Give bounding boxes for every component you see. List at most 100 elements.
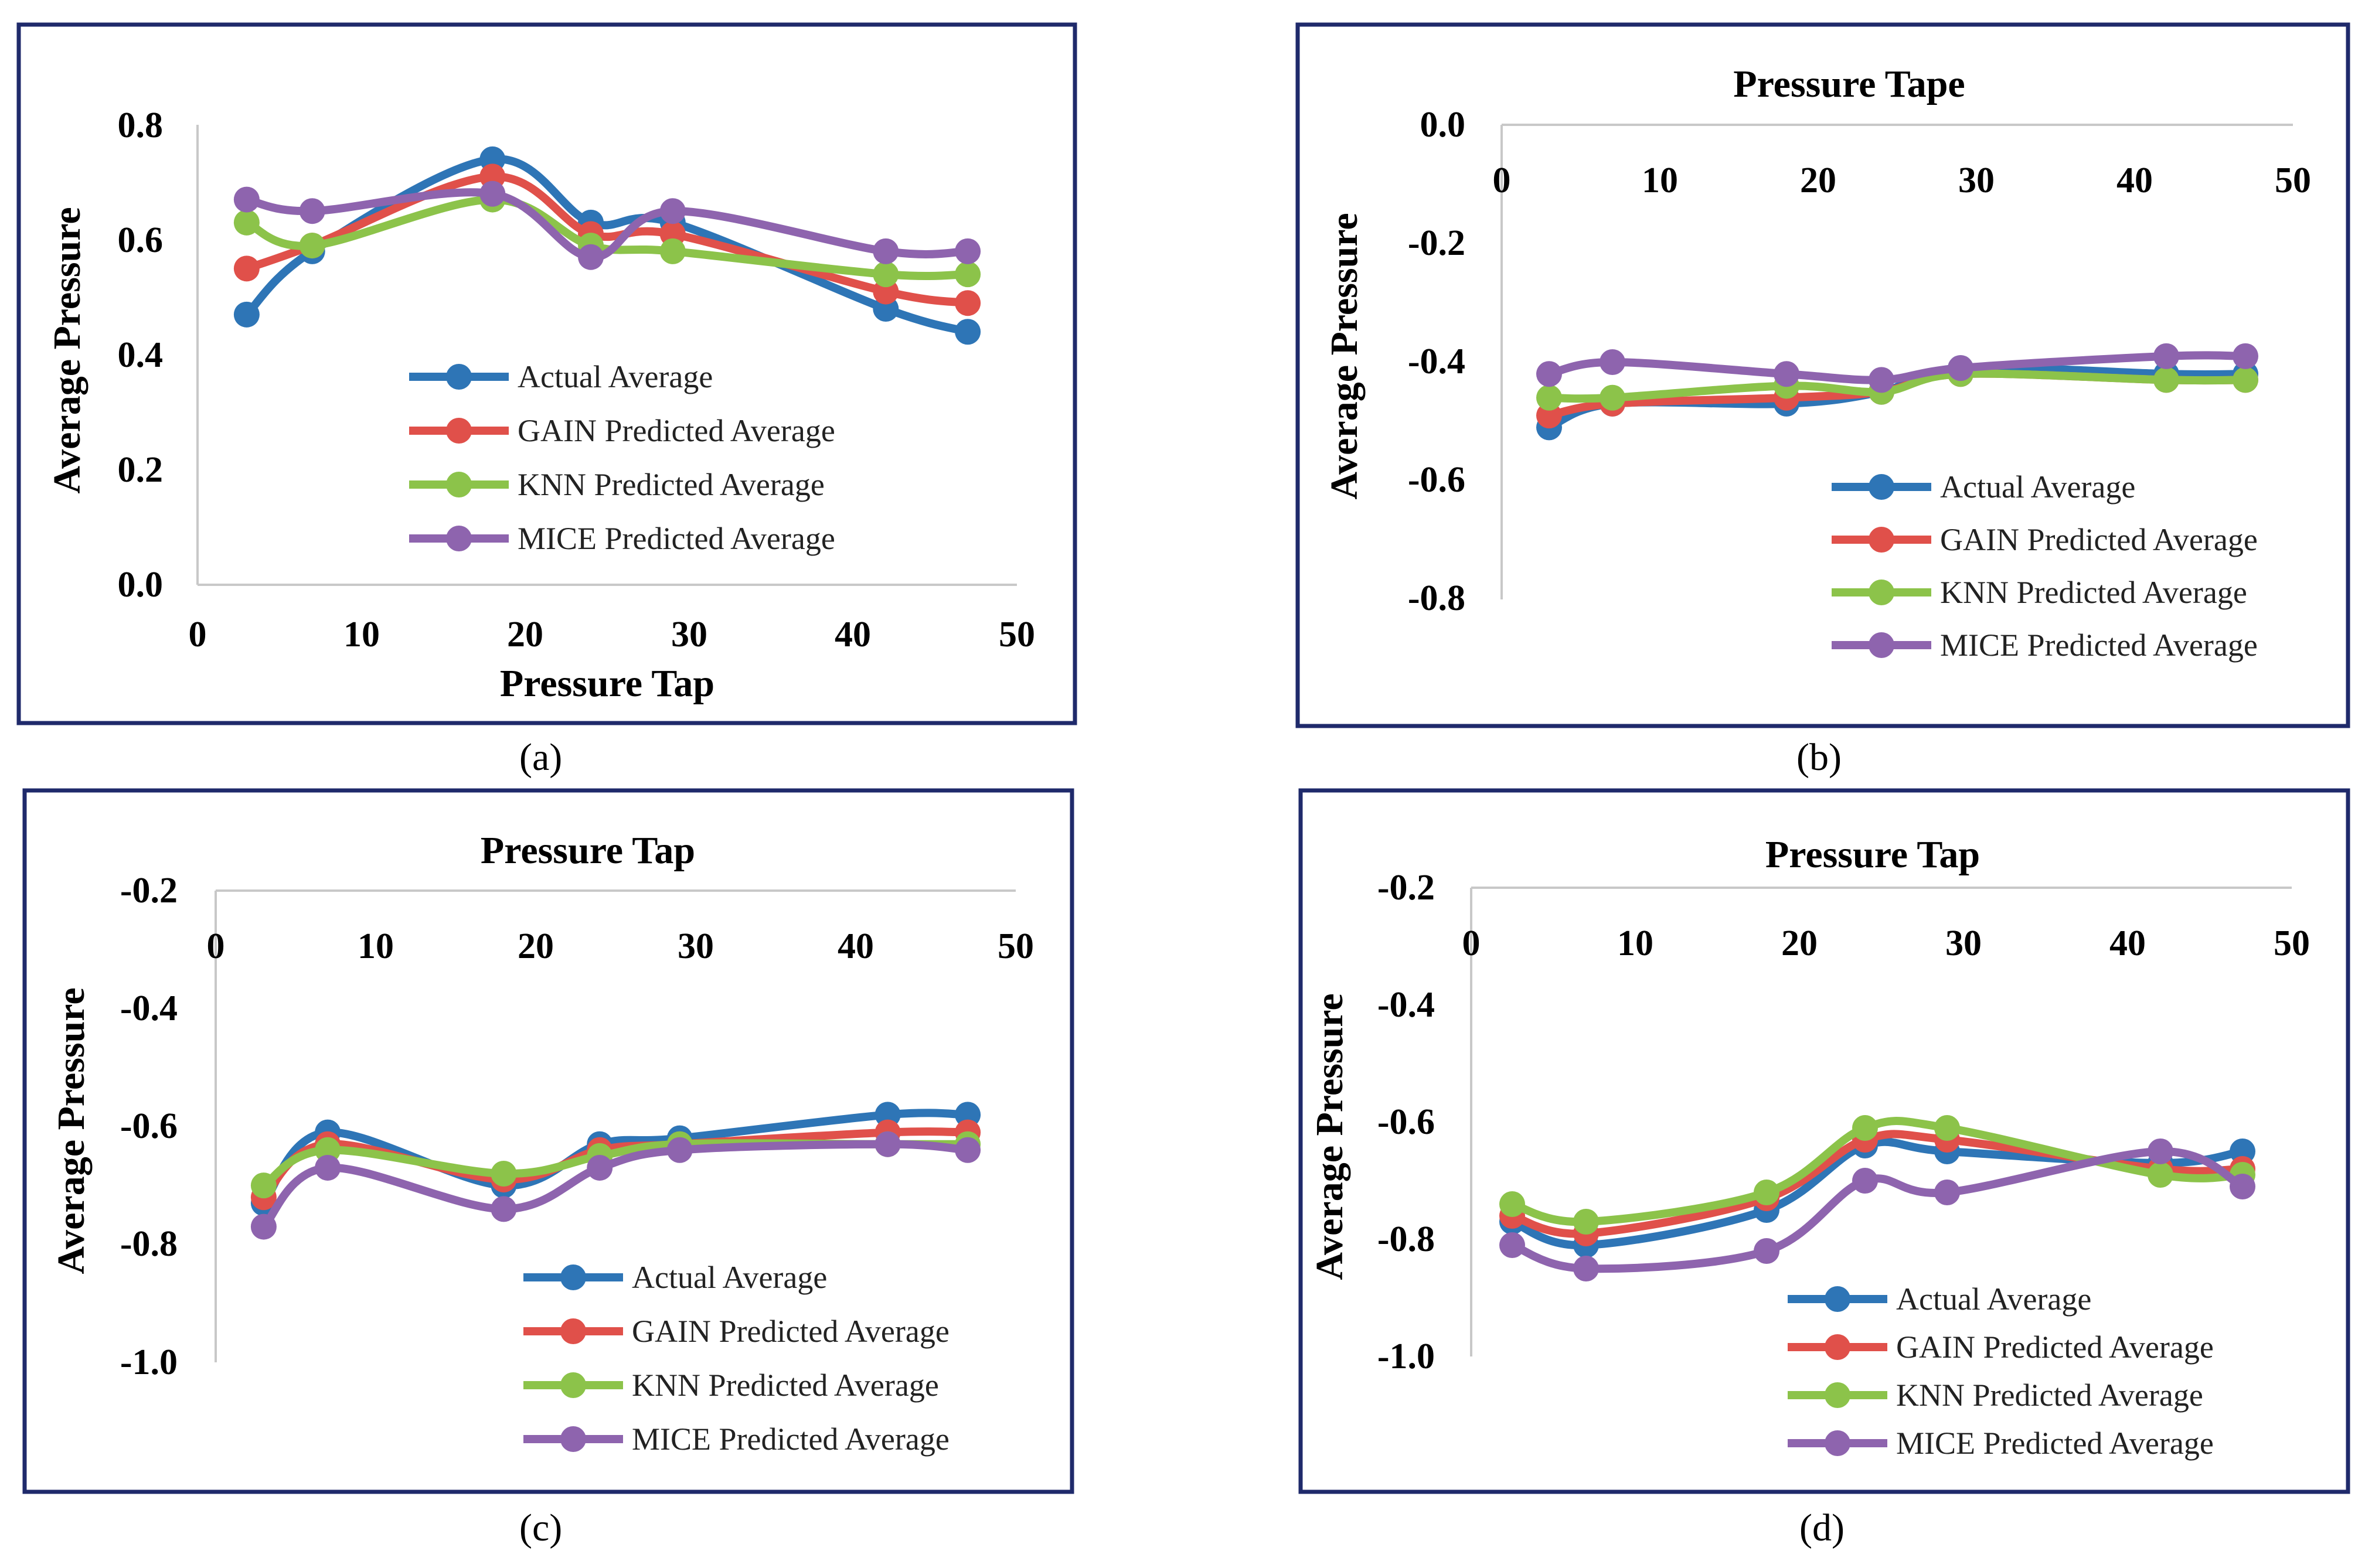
chart-c-legend-label: KNN Predicted Average: [632, 1368, 939, 1403]
chart-b-ytick: -0.8: [1408, 578, 1465, 618]
chart-c-data-point: [874, 1102, 901, 1128]
chart-c-xtick: 0: [207, 926, 225, 966]
chart-d-data-point: [2230, 1174, 2255, 1199]
chart-a-ytick: 0.0: [118, 565, 164, 605]
chart-d-legend-marker: [1825, 1286, 1850, 1312]
chart-b-series: [1536, 343, 2258, 441]
chart-b-legend-label: KNN Predicted Average: [1940, 575, 2247, 610]
chart-c-svg: Pressure Tap -0.2 -0.4 -0.6 -0.8 -1.0 0 …: [22, 788, 1074, 1494]
chart-b-xtick: 40: [2116, 161, 2153, 200]
chart-a-data-point: [233, 301, 260, 328]
chart-d-xtick: 0: [1462, 923, 1481, 963]
chart-a-xlabel: Pressure Tap: [500, 662, 714, 705]
chart-d-legend-marker: [1825, 1334, 1850, 1360]
chart-d-legend-label: MICE Predicted Average: [1896, 1426, 2214, 1461]
chart-a-xtick: 40: [835, 615, 871, 655]
chart-c-legend-marker: [560, 1426, 586, 1452]
chart-c-yticks: -0.2 -0.4 -0.6 -0.8 -1.0: [120, 871, 178, 1382]
chart-b-ylabel: Average Pressure: [1323, 213, 1366, 499]
chart-a-xtick: 50: [999, 615, 1035, 655]
chart-c-data-point: [587, 1154, 613, 1181]
caption-a: (a): [519, 736, 563, 779]
chart-c-legend-marker: [560, 1318, 586, 1344]
chart-a-legend-marker: [446, 364, 472, 390]
chart-d-ytick: -0.2: [1377, 868, 1435, 908]
chart-a-xticks: 0 10 20 30 40 50: [189, 615, 1036, 655]
chart-a-ytick: 0.6: [118, 220, 164, 260]
chart-d-ytick: -0.6: [1377, 1102, 1435, 1142]
chart-d-ylabel: Average Pressure: [1308, 993, 1351, 1280]
chart-b-xtick: 0: [1493, 161, 1511, 200]
chart-a-legend-label: KNN Predicted Average: [518, 467, 825, 502]
chart-c-data-point: [955, 1102, 981, 1128]
chart-c-legend: Actual Average GAIN Predicted Average KNN …: [523, 1260, 950, 1457]
chart-panel-a: 0.0 0.2 0.4 0.6 0.8 0 10 20 30 40 50 Pre…: [16, 22, 1077, 725]
chart-b-title: Pressure Tape: [1733, 63, 1965, 105]
chart-d-data-point: [1852, 1168, 1878, 1194]
chart-d-xtick: 50: [2274, 923, 2310, 963]
chart-a-legend-label: MICE Predicted Average: [518, 521, 835, 556]
chart-a-data-point: [955, 319, 981, 345]
chart-c-legend-marker: [560, 1372, 586, 1398]
chart-b-svg: Pressure Tape 0.0 -0.2 -0.4 -0.6 -0.8 0 …: [1295, 22, 2350, 728]
chart-a-data-point: [659, 238, 686, 264]
chart-d-data-point: [2148, 1138, 2173, 1164]
chart-c-xtick: 30: [678, 926, 714, 966]
chart-c-data-point: [491, 1161, 517, 1187]
chart-a-xtick: 20: [507, 615, 543, 655]
chart-b-ytick: -0.6: [1408, 460, 1465, 500]
chart-c-legend-label: Actual Average: [632, 1260, 827, 1295]
chart-d-data-point: [1754, 1180, 1779, 1205]
chart-d-ytick: -0.8: [1377, 1219, 1435, 1259]
chart-d-legend-label: GAIN Predicted Average: [1896, 1330, 2214, 1365]
chart-b-data-point: [1600, 349, 1625, 375]
chart-d-data-point: [1499, 1191, 1525, 1217]
chart-c-data-point: [874, 1131, 901, 1157]
chart-d-xtick: 10: [1617, 923, 1653, 963]
chart-panel-c: Pressure Tap -0.2 -0.4 -0.6 -0.8 -1.0 0 …: [22, 788, 1074, 1494]
chart-a-data-point: [659, 198, 686, 224]
chart-b-xtick: 20: [1800, 161, 1836, 200]
chart-c-data-point: [315, 1154, 341, 1181]
chart-b-data-point: [1536, 384, 1562, 411]
chart-a-ylabel: Average Pressure: [46, 207, 89, 493]
chart-d-legend-marker: [1825, 1382, 1850, 1408]
chart-b-data-point: [2153, 343, 2179, 369]
chart-c-ytick: -0.8: [120, 1224, 178, 1264]
chart-c-data-point: [955, 1137, 981, 1163]
chart-a-data-point: [955, 290, 981, 316]
chart-c-data-point: [315, 1137, 341, 1163]
caption-c: (c): [519, 1506, 563, 1549]
chart-c-data-point: [250, 1214, 277, 1240]
chart-c-xtick: 40: [838, 926, 874, 966]
chart-b-data-point: [2233, 343, 2258, 369]
chart-a-data-point: [955, 261, 981, 288]
chart-a-data-point: [233, 255, 260, 282]
chart-d-ytick: -1.0: [1377, 1337, 1435, 1376]
chart-b-legend-marker: [1869, 632, 1894, 658]
chart-d-xtick: 30: [1945, 923, 1982, 963]
chart-d-legend: Actual Average GAIN Predicted Average KNN …: [1788, 1281, 2214, 1461]
chart-d-xticks: 0 10 20 30 40 50: [1462, 923, 2310, 963]
chart-a-legend-label: Actual Average: [518, 359, 713, 394]
chart-d-data-point: [1934, 1115, 1960, 1141]
chart-a-data-point: [955, 238, 981, 264]
chart-a-xtick: 0: [189, 615, 207, 655]
chart-b-legend-marker: [1869, 527, 1894, 553]
chart-d-title: Pressure Tap: [1765, 833, 1980, 876]
chart-a-xtick: 10: [343, 615, 380, 655]
chart-b-legend: Actual Average GAIN Predicted Average KNN …: [1832, 469, 2258, 663]
chart-a-legend-marker: [446, 472, 472, 497]
chart-b-legend-label: MICE Predicted Average: [1940, 628, 2258, 663]
chart-a-data-point: [479, 180, 506, 207]
chart-b-xtick: 30: [1958, 161, 1995, 200]
chart-b-xticks: 0 10 20 30 40 50: [1493, 161, 2312, 200]
chart-c-ylabel: Average Pressure: [50, 987, 93, 1274]
chart-b-data-point: [2153, 367, 2179, 393]
chart-a-legend-marker: [446, 418, 472, 444]
chart-b-legend-marker: [1869, 474, 1894, 500]
chart-b-ytick: 0.0: [1420, 105, 1466, 145]
chart-b-data-point: [2233, 367, 2258, 393]
chart-b-legend-marker: [1869, 580, 1894, 605]
chart-d-ytick: -0.4: [1377, 985, 1435, 1025]
